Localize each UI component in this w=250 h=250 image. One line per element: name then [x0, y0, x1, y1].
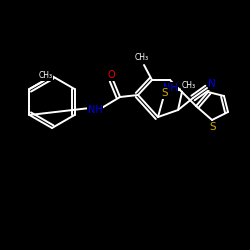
- Text: O: O: [107, 70, 115, 80]
- Text: NH: NH: [88, 105, 102, 115]
- Text: CH₃: CH₃: [38, 72, 52, 80]
- Text: CH₃: CH₃: [182, 80, 196, 90]
- Text: S: S: [210, 122, 216, 132]
- Text: N: N: [208, 79, 216, 89]
- Text: S: S: [162, 88, 168, 98]
- Text: CH₃: CH₃: [135, 54, 149, 62]
- Text: NH: NH: [162, 83, 178, 93]
